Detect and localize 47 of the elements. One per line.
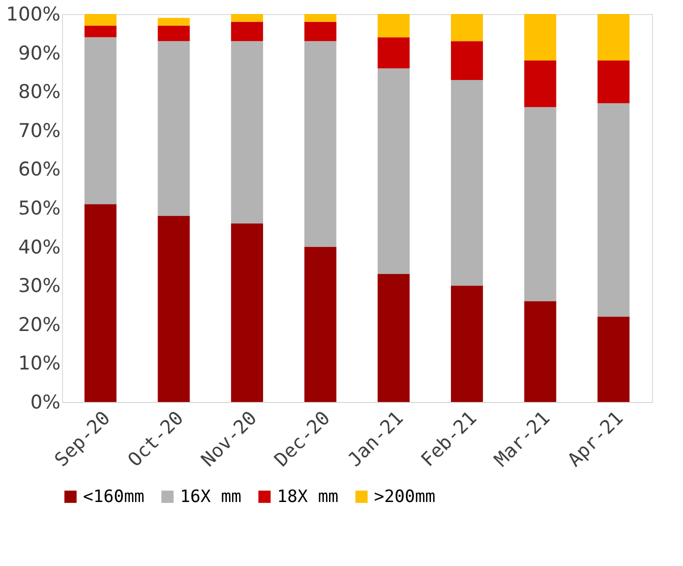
bar [158,26,190,42]
y-tick-label: 90% [18,42,60,64]
bar [304,14,336,22]
bar [231,22,264,42]
bar [158,41,190,216]
y-tick-label: 100% [6,4,60,26]
bar [450,80,483,286]
legend-label: >200mm [374,486,436,507]
bar [378,14,410,38]
bar [524,301,556,402]
bar [158,216,190,402]
bar [84,204,116,402]
bar [158,18,190,26]
bar [378,68,410,274]
bar [378,37,410,68]
bar [598,60,630,104]
bar [304,22,336,42]
bar [450,41,483,80]
y-tick-label: 80% [18,81,60,104]
y-tick-label: 40% [18,236,60,258]
bar [304,41,336,247]
y-tick-label: 20% [18,314,60,336]
y-tick-label: 10% [18,352,60,375]
bar [231,224,264,402]
bar [598,14,630,61]
bar [231,41,264,224]
bar [450,14,483,42]
legend-label: <160mm [83,486,144,507]
bar [231,14,264,22]
y-tick-label: 0% [30,392,60,414]
bar [524,107,556,302]
bar [598,103,630,317]
legend-label: 16X mm [180,486,242,507]
legend-label: 18X mm [277,486,338,507]
y-tick-label: 70% [18,120,60,142]
bar [524,14,556,61]
y-tick-label: 60% [18,158,60,181]
bar [84,14,116,26]
bar [524,60,556,108]
bar [598,316,630,402]
bar [450,286,483,402]
bar [304,246,336,402]
y-tick-label: 30% [18,275,60,298]
bar [378,274,410,402]
bar [84,26,116,38]
y-tick-label: 50% [18,198,60,220]
bar [84,37,116,204]
